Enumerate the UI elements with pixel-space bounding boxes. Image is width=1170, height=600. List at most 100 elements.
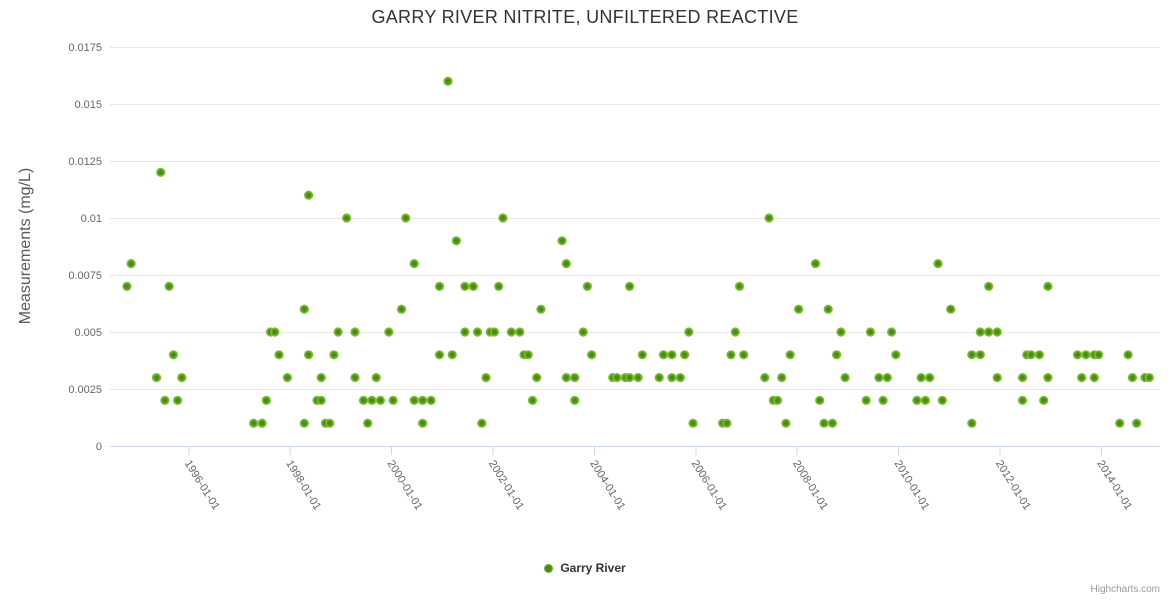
data-point[interactable]: [460, 281, 470, 291]
data-point[interactable]: [299, 418, 309, 428]
data-point[interactable]: [557, 236, 567, 246]
data-point[interactable]: [1017, 395, 1028, 405]
data-point[interactable]: [257, 418, 267, 428]
data-point[interactable]: [992, 327, 1002, 337]
data-point[interactable]: [498, 213, 508, 223]
data-point[interactable]: [684, 327, 694, 337]
data-point[interactable]: [1077, 373, 1087, 383]
data-point[interactable]: [388, 395, 398, 405]
data-point[interactable]: [270, 327, 280, 337]
data-point[interactable]: [865, 327, 876, 337]
data-point[interactable]: [536, 304, 546, 314]
data-point[interactable]: [625, 281, 635, 291]
data-point[interactable]: [810, 259, 821, 269]
data-point[interactable]: [836, 327, 846, 337]
data-point[interactable]: [426, 395, 436, 405]
data-point[interactable]: [675, 373, 685, 383]
data-point[interactable]: [173, 395, 183, 405]
data-point[interactable]: [1072, 350, 1083, 360]
data-point[interactable]: [384, 327, 394, 337]
data-point[interactable]: [654, 373, 664, 383]
data-point[interactable]: [494, 281, 504, 291]
data-point[interactable]: [688, 418, 698, 428]
data-point[interactable]: [274, 350, 284, 360]
data-point[interactable]: [570, 395, 580, 405]
data-point[interactable]: [434, 350, 445, 360]
data-point[interactable]: [164, 281, 174, 291]
data-point[interactable]: [937, 395, 947, 405]
data-point[interactable]: [409, 259, 419, 269]
data-point[interactable]: [249, 418, 259, 428]
data-point[interactable]: [925, 373, 935, 383]
data-point[interactable]: [667, 373, 677, 383]
data-point[interactable]: [582, 281, 593, 291]
data-point[interactable]: [1039, 395, 1049, 405]
data-point[interactable]: [1043, 281, 1053, 291]
data-point[interactable]: [316, 373, 326, 383]
data-point[interactable]: [722, 418, 732, 428]
data-point[interactable]: [443, 76, 453, 86]
data-point[interactable]: [304, 190, 314, 200]
data-point[interactable]: [367, 395, 377, 405]
data-point[interactable]: [916, 373, 926, 383]
data-point[interactable]: [1094, 350, 1104, 360]
data-point[interactable]: [734, 281, 745, 291]
data-point[interactable]: [637, 350, 647, 360]
data-point[interactable]: [967, 350, 977, 360]
data-point[interactable]: [827, 418, 838, 428]
data-point[interactable]: [667, 350, 677, 360]
data-point[interactable]: [739, 350, 749, 360]
data-point[interactable]: [532, 373, 542, 383]
data-point[interactable]: [984, 327, 994, 337]
data-point[interactable]: [358, 395, 369, 405]
data-point[interactable]: [156, 167, 166, 177]
data-point[interactable]: [882, 373, 892, 383]
data-point[interactable]: [447, 350, 457, 360]
data-point[interactable]: [832, 350, 842, 360]
data-point[interactable]: [840, 373, 850, 383]
data-point[interactable]: [489, 327, 499, 337]
data-point[interactable]: [578, 327, 588, 337]
data-point[interactable]: [168, 350, 178, 360]
data-point[interactable]: [396, 304, 407, 314]
data-point[interactable]: [325, 418, 335, 428]
data-point[interactable]: [975, 327, 985, 337]
data-point[interactable]: [1144, 373, 1154, 383]
data-point[interactable]: [160, 395, 170, 405]
data-point[interactable]: [658, 350, 669, 360]
data-point[interactable]: [363, 418, 373, 428]
data-point[interactable]: [515, 327, 525, 337]
data-point[interactable]: [126, 259, 136, 269]
data-point[interactable]: [920, 395, 931, 405]
data-point[interactable]: [933, 259, 943, 269]
data-point[interactable]: [874, 373, 884, 383]
data-point[interactable]: [371, 373, 381, 383]
data-point[interactable]: [375, 395, 385, 405]
data-point[interactable]: [1132, 418, 1142, 428]
data-point[interactable]: [316, 395, 326, 405]
data-point[interactable]: [1026, 350, 1036, 360]
data-point[interactable]: [967, 418, 977, 428]
data-point[interactable]: [777, 373, 787, 383]
data-point[interactable]: [151, 373, 162, 383]
data-point[interactable]: [785, 350, 795, 360]
data-point[interactable]: [472, 327, 483, 337]
data-point[interactable]: [1017, 373, 1028, 383]
data-point[interactable]: [1043, 373, 1053, 383]
data-point[interactable]: [625, 373, 635, 383]
data-point[interactable]: [523, 350, 533, 360]
data-point[interactable]: [1089, 373, 1099, 383]
data-point[interactable]: [506, 327, 516, 337]
data-point[interactable]: [891, 350, 901, 360]
data-point[interactable]: [1123, 350, 1133, 360]
data-point[interactable]: [612, 373, 622, 383]
data-point[interactable]: [481, 373, 491, 383]
data-point[interactable]: [815, 395, 825, 405]
data-point[interactable]: [633, 373, 643, 383]
data-point[interactable]: [680, 350, 690, 360]
legend-item-garry-river[interactable]: Garry River: [544, 561, 626, 575]
data-point[interactable]: [451, 236, 461, 246]
data-point[interactable]: [912, 395, 922, 405]
data-point[interactable]: [122, 281, 132, 291]
data-point[interactable]: [794, 304, 804, 314]
